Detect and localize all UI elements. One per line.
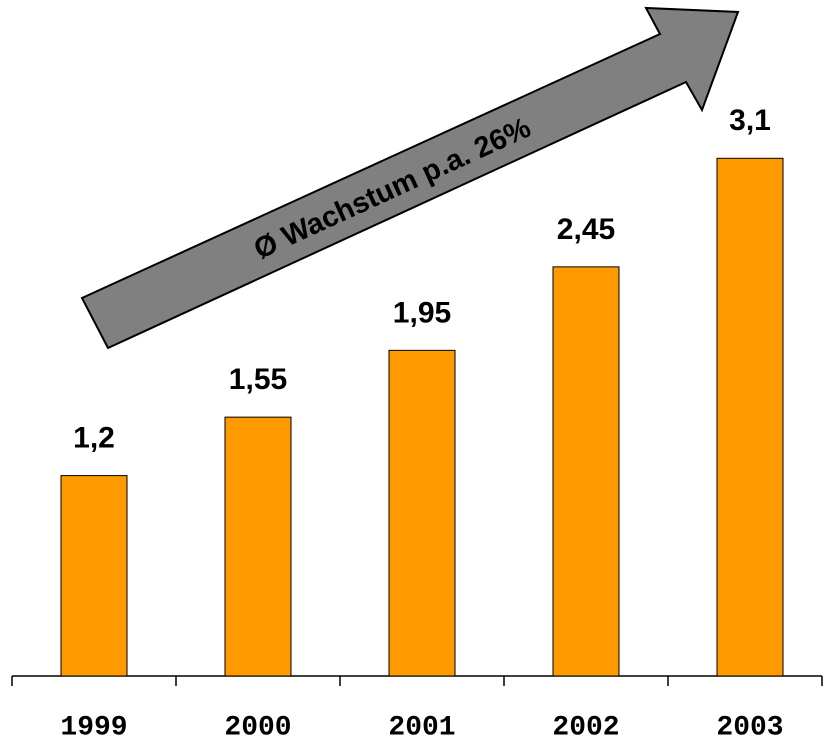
bar	[60, 475, 128, 677]
value-label: 1,55	[229, 363, 287, 396]
x-tick-label: 2001	[388, 712, 455, 742]
growth-arrow	[80, 6, 740, 350]
value-label: 3,1	[729, 104, 771, 137]
x-tick-label: 2002	[552, 712, 619, 742]
growth-annotation: Ø Wachstum p.a. 26%	[249, 112, 536, 266]
bar	[716, 157, 784, 677]
x-tick-label: 2003	[716, 712, 783, 742]
bar	[552, 266, 620, 677]
bar	[388, 349, 456, 677]
value-label: 1,95	[393, 296, 451, 329]
x-tick-label: 2000	[224, 712, 291, 742]
x-tick-label: 1999	[60, 712, 127, 742]
bar	[224, 416, 292, 677]
value-label: 2,45	[557, 213, 615, 246]
value-label: 1,2	[73, 422, 115, 455]
